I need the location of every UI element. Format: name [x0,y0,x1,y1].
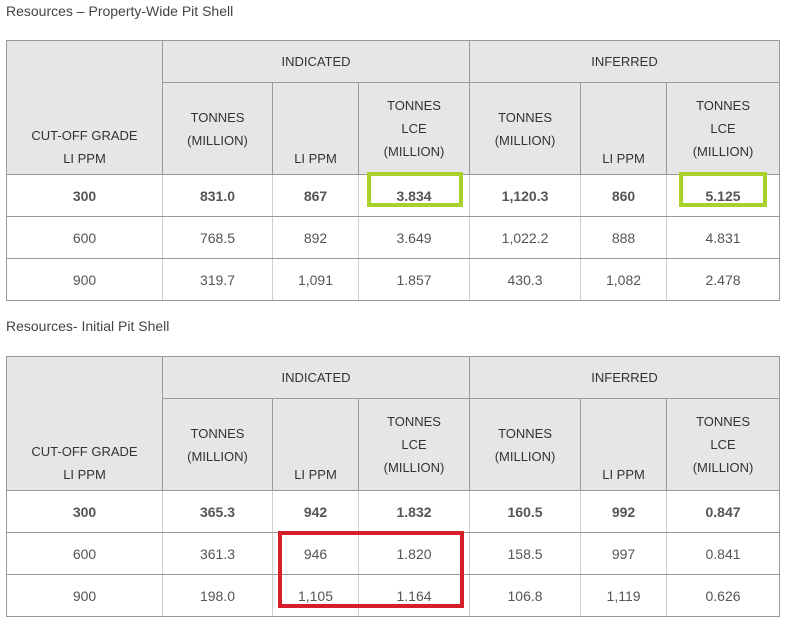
inferred-li-ppm-header: LI PPM [580,398,668,491]
indicated-li-ppm-header: LI PPM [272,398,359,491]
header-line: (MILLION) [383,144,445,159]
cutoff-grade-header: CUT-OFF GRADE LI PPM [6,40,163,175]
header-line: LI PPM [294,467,337,482]
data-cell: 158.5 [469,532,582,575]
inferred-tonnes-header: TONNES (MILLION) [469,398,582,491]
header-line: TONNES [696,98,750,113]
data-cell: 0.847 [666,490,781,533]
data-cell: 198.0 [162,574,273,617]
data-cell: 1,105 [272,574,359,617]
inferred-group-header: INFERRED [469,40,781,83]
table-row: 300 831.0 867 3.834 1,120.3 860 5.125 [6,174,781,217]
cutoff-cell: 300 [6,490,163,533]
data-cell: 3.649 [357,216,471,259]
inferred-tonnes-lce-header: TONNES LCE (MILLION) [666,82,781,175]
data-cell: 768.5 [162,216,273,259]
header-line: (MILLION) [692,144,754,159]
data-cell: 946 [272,532,359,575]
header-line: LI PPM [294,151,337,166]
header-line: LI PPM [602,151,645,166]
header-line: LCE [710,437,736,452]
data-cell: 860 [580,174,668,217]
cutoff-cell: 600 [6,532,163,575]
data-cell: 361.3 [162,532,273,575]
indicated-tonnes-header: TONNES (MILLION) [162,398,273,491]
data-cell: 319.7 [162,258,273,301]
highlight-box-indicated-lce [367,172,463,207]
cutoff-grade-header: CUT-OFF GRADE LI PPM [6,356,163,491]
initial-pit-resources-table: CUT-OFF GRADE LI PPM INDICATED INFERRED … [6,356,781,617]
indicated-group-header: INDICATED [161,40,471,83]
indicated-tonnes-lce-header: TONNES LCE (MILLION) [357,82,471,175]
data-cell: 831.0 [162,174,273,217]
header-line: TONNES [696,414,750,429]
data-cell: 106.8 [469,574,582,617]
header-line: TONNES [190,425,245,441]
data-cell: 1,082 [580,258,668,301]
header-line: CUT-OFF GRADE [31,444,138,459]
data-cell: 992 [580,490,668,533]
data-cell: 1,091 [272,258,359,301]
data-cell: 1.857 [357,258,471,301]
table-title-property-wide: Resources – Property-Wide Pit Shell [6,3,234,19]
header-line: TONNES [387,98,441,113]
data-cell: 1,120.3 [469,174,582,217]
data-cell: 365.3 [162,490,273,533]
indicated-tonnes-header: TONNES (MILLION) [162,82,273,175]
header-line: (MILLION) [494,448,556,464]
data-cell: 1.164 [357,574,471,617]
header-line: LCE [401,121,427,136]
inferred-tonnes-lce-header: TONNES LCE (MILLION) [666,398,781,491]
property-wide-resources-table: CUT-OFF GRADE LI PPM INDICATED INFERRED … [6,40,781,301]
data-cell: 888 [580,216,668,259]
indicated-tonnes-lce-header: TONNES LCE (MILLION) [357,398,471,491]
header-line: (MILLION) [494,132,556,148]
header-line: (MILLION) [187,132,248,148]
data-cell: 1.832 [357,490,471,533]
data-cell: 997 [580,532,668,575]
header-line: CUT-OFF GRADE [31,128,138,143]
header-line: (MILLION) [187,448,248,464]
data-cell: 1.820 [357,532,471,575]
table-row: 300 365.3 942 1.832 160.5 992 0.847 [6,490,781,533]
header-line: (MILLION) [692,460,754,475]
indicated-li-ppm-header: LI PPM [272,82,359,175]
data-cell: 0.841 [666,532,781,575]
data-cell: 1,022.2 [469,216,582,259]
header-line: LI PPM [602,467,645,482]
cutoff-cell: 900 [6,574,163,617]
header-line: LCE [401,437,427,452]
data-cell: 430.3 [469,258,582,301]
cutoff-cell: 600 [6,216,163,259]
highlight-box-inferred-lce [679,172,767,207]
data-cell: 160.5 [469,490,582,533]
cutoff-cell: 900 [6,258,163,301]
header-line: LCE [710,121,736,136]
data-cell: 0.626 [666,574,781,617]
indicated-group-header: INDICATED [161,356,471,399]
header-line: LI PPM [63,467,106,482]
header-line: TONNES [498,109,552,125]
header-line: TONNES [498,425,552,441]
header-line: LI PPM [63,151,106,166]
header-line: TONNES [190,109,245,125]
inferred-tonnes-header: TONNES (MILLION) [469,82,582,175]
table-row: 900 319.7 1,091 1.857 430.3 1,082 2.478 [6,258,781,301]
table-title-initial-pit: Resources- Initial Pit Shell [6,318,170,334]
header-line: (MILLION) [383,460,445,475]
inferred-group-header: INFERRED [469,356,781,399]
data-cell: 2.478 [666,258,781,301]
data-cell: 4.831 [666,216,781,259]
cutoff-cell: 300 [6,174,163,217]
data-cell: 892 [272,216,359,259]
table-row: 900 198.0 1,105 1.164 106.8 1,119 0.626 [6,574,781,617]
data-cell: 867 [272,174,359,217]
table-row: 600 768.5 892 3.649 1,022.2 888 4.831 [6,216,781,259]
data-cell: 5.125 [666,174,781,217]
data-cell: 942 [272,490,359,533]
header-line: TONNES [387,414,441,429]
inferred-li-ppm-header: LI PPM [580,82,668,175]
highlight-box-initial-pit-rows [278,531,464,608]
data-cell: 1,119 [580,574,668,617]
